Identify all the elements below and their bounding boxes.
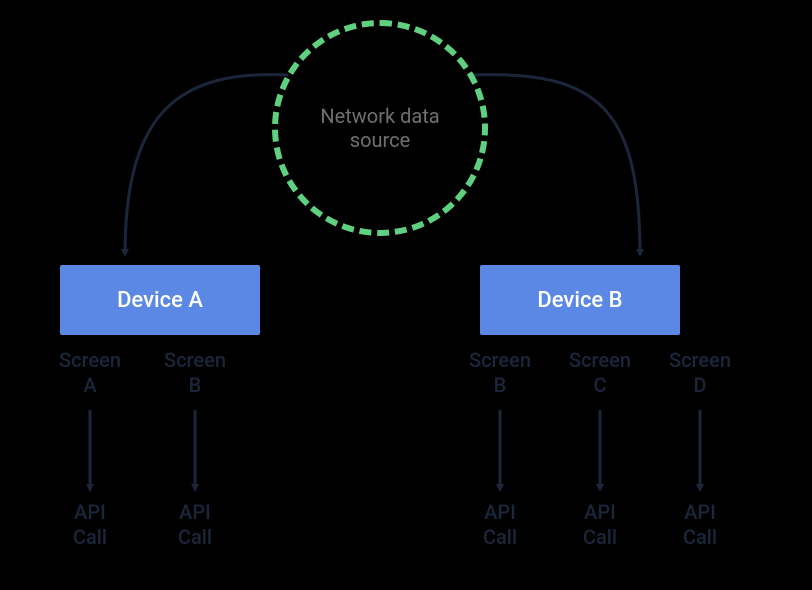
network-data-source: Network data source [272,20,488,236]
screen-b-label: Screen B [150,348,240,398]
screen-d-api-label: API Call [655,500,745,550]
screen-c-label: Screen C [555,348,645,398]
diagram-canvas: { "diagram": { "type": "flowchart", "bac… [0,0,812,590]
edge-source-to-device-a [125,75,288,255]
device-a-label: Device A [117,288,203,313]
device-b-box: Device B [480,265,680,335]
screen-b-api-label: API Call [150,500,240,550]
screen-a-label: Screen A [45,348,135,398]
edge-source-to-device-b [472,75,640,255]
screen-d-label: Screen D [655,348,745,398]
screen-c-api-label: API Call [555,500,645,550]
network-data-source-label: Network data source [320,104,439,152]
screen-a-api-label: API Call [45,500,135,550]
device-a-box: Device A [60,265,260,335]
screen-b2-label: Screen B [455,348,545,398]
device-b-label: Device B [537,288,622,313]
screen-b2-api-label: API Call [455,500,545,550]
